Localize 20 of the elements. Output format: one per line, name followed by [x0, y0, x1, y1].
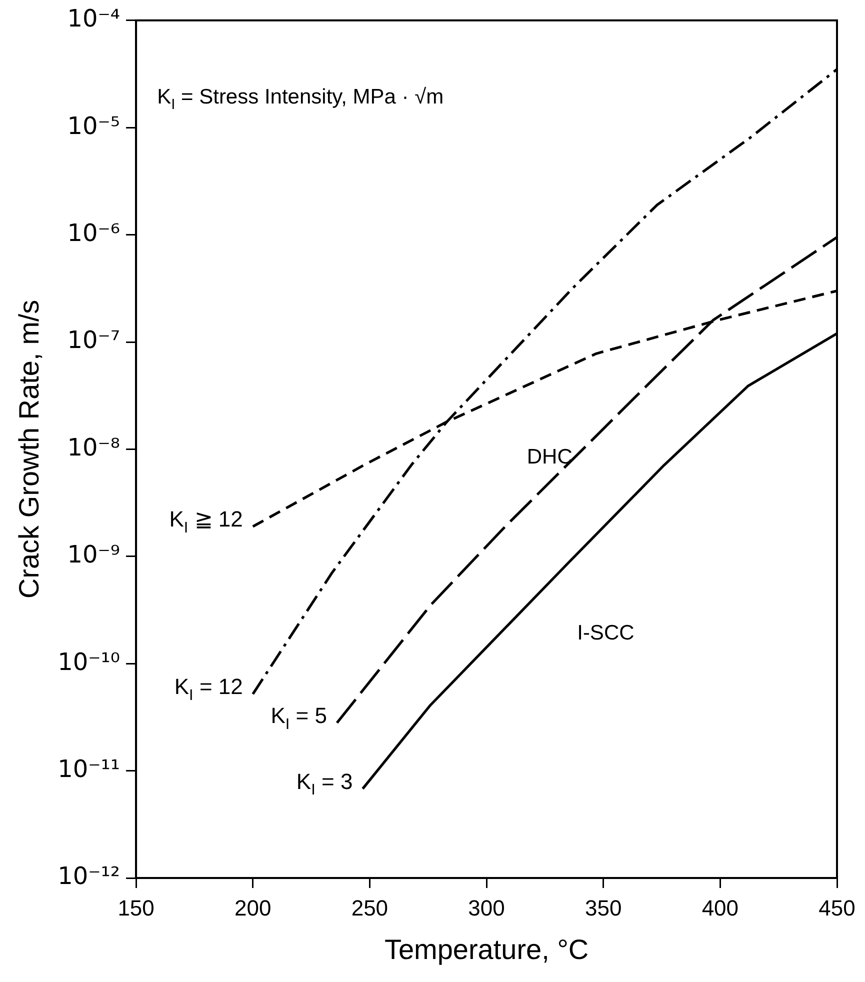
y-axis-title: Crack Growth Rate, m/s: [14, 300, 45, 599]
y-tick-label: 10⁻¹²: [58, 862, 120, 890]
y-tick-label: 10⁻¹¹: [58, 755, 120, 784]
x-tick-label: 450: [818, 895, 856, 920]
annotation: I-SCC: [577, 621, 634, 644]
x-tick-label: 150: [118, 895, 154, 920]
x-tick-label: 300: [468, 895, 505, 920]
y-tick-label: 10⁻⁸: [67, 433, 120, 462]
y-tick-label: 10⁻⁴: [67, 4, 120, 33]
x-tick-label: 350: [584, 895, 622, 920]
y-tick-label: 10⁻⁵: [67, 112, 120, 140]
x-tick-label: 250: [351, 895, 388, 920]
annotation: DHC: [526, 446, 572, 469]
y-tick-label: 10⁻⁶: [67, 219, 120, 248]
y-tick-label: 10⁻¹⁰: [58, 648, 120, 676]
x-axis-title: Temperature, °C: [384, 934, 589, 965]
x-tick-label: 400: [702, 895, 739, 920]
y-tick-label: 10⁻⁹: [67, 540, 120, 569]
y-tick-label: 10⁻⁷: [67, 326, 120, 354]
x-tick-label: 200: [234, 895, 272, 920]
